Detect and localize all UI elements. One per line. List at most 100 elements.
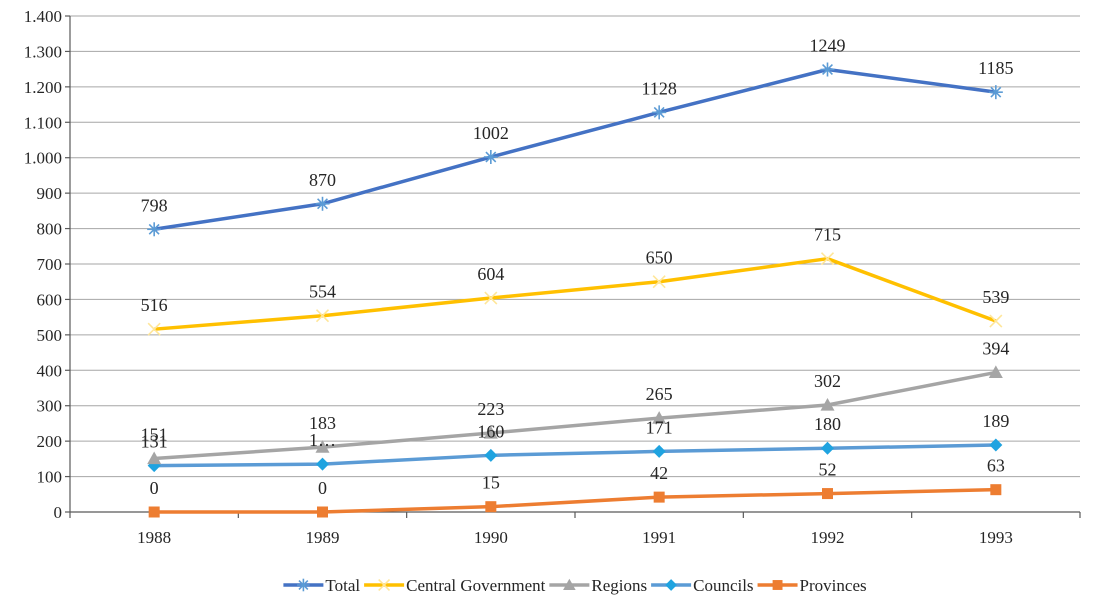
series-line [153, 67, 997, 232]
y-tick-label: 800 [37, 220, 63, 239]
y-tick-label: 0 [54, 503, 63, 522]
series-line [154, 256, 997, 331]
data-label: 0 [318, 478, 327, 498]
data-label: 151 [141, 425, 168, 445]
marker-triangle [652, 411, 667, 424]
marker-x [652, 275, 666, 289]
x-tick-label: 1988 [137, 528, 171, 547]
legend-label: Councils [693, 576, 753, 595]
y-tick-label: 1.300 [24, 42, 62, 61]
y-tick-label: 1.100 [24, 113, 62, 132]
marker-star [652, 105, 667, 120]
marker-square [653, 491, 665, 503]
marker-x [378, 579, 391, 591]
data-label: 160 [477, 421, 504, 441]
data-label: 394 [982, 338, 1009, 358]
series-regions [147, 365, 1003, 465]
x-tick-label: 1989 [306, 528, 340, 547]
y-tick-label: 700 [37, 255, 63, 274]
marker-diamond [989, 438, 1003, 452]
y-tick-label: 500 [37, 326, 63, 345]
legend-item: Total [283, 576, 360, 595]
data-label: 302 [814, 371, 841, 391]
y-axis-tick-labels: 0 100 200 300 400 500 600 700 800 900 1.000 1.100 1.… [24, 7, 62, 522]
series-line [154, 370, 997, 461]
marker-square [822, 488, 833, 500]
data-label: 0 [150, 478, 159, 498]
marker-x [484, 291, 498, 305]
series-lines [147, 62, 1003, 518]
legend-label: Provinces [800, 576, 867, 595]
legend-item: Central Government [364, 576, 546, 595]
series-line [154, 487, 996, 514]
series-provinces [148, 484, 1002, 518]
marker-diamond [821, 441, 834, 455]
data-label: 180 [814, 414, 841, 434]
marker-diamond [316, 457, 329, 471]
data-label: 131 [141, 432, 168, 452]
marker-diamond [652, 444, 666, 458]
marker-square [317, 506, 328, 518]
data-labels: 798 870 1002 1128 1249 1185 516 554 604 650 715 539… [141, 35, 1014, 498]
marker-diamond [665, 579, 677, 591]
data-label: 42 [650, 463, 668, 483]
y-tick-label: 1.200 [24, 78, 62, 97]
marker-star [297, 578, 310, 592]
legend-item: Provinces [757, 576, 867, 595]
marker-square [772, 580, 783, 590]
legend-label: Regions [591, 576, 647, 595]
y-tick-label: 400 [37, 361, 63, 380]
legend-item: Councils [651, 576, 754, 595]
data-label: 1185 [978, 58, 1013, 78]
data-label: 63 [987, 456, 1005, 476]
data-label: 516 [141, 295, 168, 315]
data-label: 715 [814, 225, 841, 245]
data-label: 265 [646, 384, 673, 404]
series-line [154, 443, 996, 468]
marker-x [147, 322, 161, 336]
marker-x [315, 309, 330, 323]
marker-triangle [483, 425, 498, 439]
data-label: 1… [309, 430, 336, 450]
y-tick-label: 900 [37, 184, 63, 203]
x-tick-label: 1992 [811, 528, 845, 547]
marker-triangle [147, 451, 162, 465]
data-label: 539 [982, 287, 1009, 307]
marker-x [820, 252, 835, 266]
legend-item: Regions [549, 576, 647, 595]
data-label: 1128 [641, 78, 676, 98]
marker-star [147, 222, 162, 237]
x-tick-label: 1990 [474, 528, 508, 547]
marker-square [485, 501, 497, 513]
y-tick-label: 100 [37, 468, 63, 487]
data-label: 171 [646, 417, 673, 437]
legend-label: Central Government [406, 576, 546, 595]
marker-triangle [315, 440, 330, 453]
marker-star [315, 196, 330, 211]
x-tick-label: 1993 [979, 528, 1013, 547]
legend-label: Total [325, 576, 360, 595]
y-tick-label: 1.000 [24, 149, 62, 168]
marker-diamond [484, 448, 498, 462]
x-tick-label: 1991 [642, 528, 676, 547]
data-label: 1249 [810, 35, 846, 55]
marker-star [988, 85, 1003, 100]
legend: Total Central Government Regions Councils Pr… [283, 576, 867, 595]
data-label: 554 [309, 282, 336, 302]
x-axis-tick-labels: 1988 1989 1990 1991 1992 1993 [137, 528, 1013, 547]
data-label: 1002 [473, 123, 509, 143]
data-label: 604 [477, 264, 504, 284]
y-tick-label: 300 [37, 397, 63, 416]
data-label: 52 [819, 460, 837, 480]
series-councils [147, 438, 1003, 473]
y-tick-label: 1.400 [24, 7, 62, 26]
series-total [147, 62, 1003, 237]
marker-x [989, 314, 1003, 328]
series-central-government [147, 252, 1003, 336]
y-tick-label: 600 [37, 290, 63, 309]
marker-star [820, 62, 835, 77]
marker-star [483, 150, 498, 165]
gridlines [70, 15, 1080, 478]
data-label: 223 [477, 399, 504, 419]
data-label: 870 [309, 170, 336, 190]
